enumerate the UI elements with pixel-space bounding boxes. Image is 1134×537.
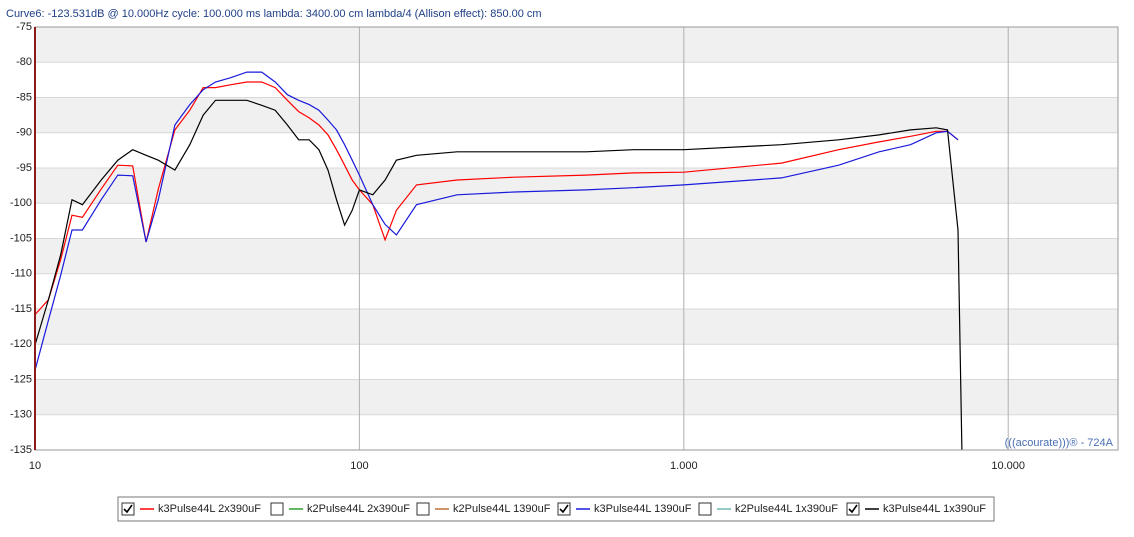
legend-check xyxy=(559,504,569,514)
legend-checkbox xyxy=(270,502,284,516)
watermark: (((acourate)))® - 724A xyxy=(1005,437,1114,449)
x-tick-label: 100 xyxy=(350,460,368,472)
y-tick-label: -110 xyxy=(11,268,32,280)
legend-label: k3Pulse44L 2x390uF xyxy=(158,503,261,515)
legend-checkbox xyxy=(698,502,712,516)
y-tick-label: -120 xyxy=(10,338,32,350)
series-line xyxy=(34,81,959,316)
y-tick-label: -90 xyxy=(16,127,32,139)
legend-checkbox xyxy=(121,502,135,516)
y-tick-label: -135 xyxy=(10,444,32,456)
legend-checkbox xyxy=(416,502,430,516)
x-tick-label: 1.000 xyxy=(670,460,698,472)
series-line xyxy=(34,71,959,371)
legend-check xyxy=(848,504,858,514)
legend-label: k2Pulse44L 2x390uF xyxy=(307,503,410,515)
series-line xyxy=(34,99,963,451)
y-tick-label: -100 xyxy=(10,197,32,209)
y-tick-label: -75 xyxy=(16,21,32,33)
y-tick-label: -125 xyxy=(10,373,32,385)
y-tick-label: -130 xyxy=(10,409,32,421)
grid-band xyxy=(35,309,1118,345)
grid-band xyxy=(35,97,1118,133)
legend-checkbox xyxy=(557,502,571,516)
legend-label: k2Pulse44L 1390uF xyxy=(453,503,551,515)
legend-label: k2Pulse44L 1x390uF xyxy=(735,503,838,515)
grid-band xyxy=(35,27,1118,63)
legend-label: k3Pulse44L 1390uF xyxy=(594,503,692,515)
legend-check xyxy=(123,504,133,514)
grid-band xyxy=(35,238,1118,274)
y-tick-label: -105 xyxy=(10,232,32,244)
y-tick-label: -85 xyxy=(16,91,32,103)
legend xyxy=(117,496,995,522)
grid-band xyxy=(35,379,1118,415)
legend-label: k3Pulse44L 1x390uF xyxy=(883,503,986,515)
y-tick-label: -95 xyxy=(16,162,32,174)
status-header: Curve6: -123.531dB @ 10.000Hz cycle: 100… xyxy=(6,8,542,20)
legend-checkbox xyxy=(846,502,860,516)
x-tick-label: 10 xyxy=(29,460,41,472)
y-tick-label: -80 xyxy=(16,56,32,68)
x-tick-label: 10.000 xyxy=(991,460,1025,472)
grid-band xyxy=(35,168,1118,204)
y-tick-label: -115 xyxy=(11,303,32,315)
